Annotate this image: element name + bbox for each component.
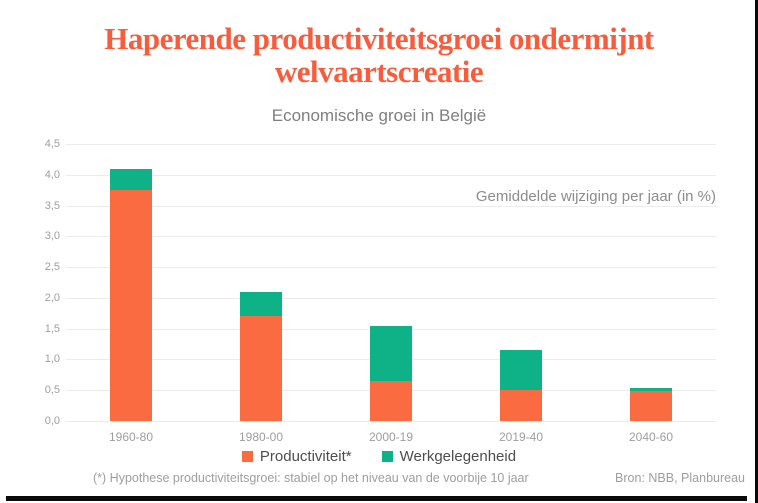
x-axis-label-1980-00: 1980-00 — [238, 430, 284, 444]
bar-segment-Werkgelegenheid-2040-60 — [630, 388, 672, 391]
y-axis-tick-label: 4,0 — [44, 168, 60, 181]
gridline-y-2,5 — [66, 267, 716, 269]
bar-segment-Productiviteit-2000-19 — [370, 381, 412, 421]
bar-segment-Productiviteit-2040-60 — [630, 390, 672, 421]
page-title-line2: welvaartscreatie — [274, 54, 484, 89]
legend-item-Productiviteit: Productiviteit* — [241, 448, 352, 465]
gridline-y-3,5 — [66, 205, 716, 207]
bar-group-2040-60 — [630, 144, 672, 421]
x-axis-label-2000-19: 2000-19 — [368, 430, 414, 444]
legend-swatch-icon — [381, 451, 393, 462]
gridline-y-0,0 — [66, 421, 716, 422]
x-axis-label-1960-80: 1960-80 — [108, 430, 154, 444]
screenshot-right-edge-line — [755, 0, 758, 503]
gridline-y-3,0 — [66, 236, 716, 238]
chart-subtitle: Economische groei in België — [271, 106, 487, 125]
y-axis-tick-label: 1,5 — [44, 322, 60, 335]
page-title: Haperende productiviteitsgroei ondermijn… — [0, 22, 758, 88]
page-title-line1: Haperende productiviteitsgroei ondermijn… — [104, 21, 654, 56]
gridline-y-2,0 — [66, 297, 716, 299]
legend-item-Werkgelegenheid: Werkgelegenheid — [381, 448, 517, 465]
y-axis-tick-label: 2,0 — [44, 291, 60, 304]
bar-group-2000-19 — [370, 144, 412, 421]
bar-group-1960-80 — [110, 144, 152, 421]
chart-legend: Productiviteit* Werkgelegenheid — [0, 448, 758, 465]
y-axis-tick-label: 0,5 — [44, 384, 60, 397]
gridline-y-4,0 — [66, 174, 716, 176]
x-axis-label-2019-40: 2019-40 — [498, 430, 544, 444]
bar-segment-Productiviteit-2019-40 — [500, 390, 542, 421]
bar-segment-Productiviteit-1960-80 — [110, 190, 152, 421]
bar-segment-Werkgelegenheid-2019-40 — [500, 350, 542, 391]
y-axis-tick-label: 4,5 — [44, 138, 60, 150]
y-axis-tick-label: 0,0 — [44, 415, 60, 427]
screenshot-bottom-edge-line — [6, 496, 747, 501]
chart-annotation: Gemiddelde wijziging per jaar (in %) — [475, 188, 716, 205]
bar-group-2019-40 — [500, 144, 542, 421]
legend-label: Werkgelegenheid — [399, 448, 517, 465]
bar-group-1980-00 — [240, 144, 282, 421]
y-axis-tick-label: 3,5 — [44, 199, 60, 212]
chart-footnote: (*) Hypothese productiviteitsgroei: stab… — [93, 471, 529, 485]
y-axis-tick-label: 3,0 — [44, 230, 60, 243]
bar-segment-Werkgelegenheid-1960-80 — [110, 168, 152, 191]
legend-label: Productiviteit* — [259, 448, 352, 465]
bar-segment-Productiviteit-1980-00 — [240, 316, 282, 421]
y-axis-tick-label: 2,5 — [44, 261, 60, 274]
x-axis-label-2040-60: 2040-60 — [628, 430, 674, 444]
bar-segment-Werkgelegenheid-1980-00 — [240, 291, 282, 317]
bar-segment-Werkgelegenheid-2000-19 — [370, 325, 412, 381]
legend-swatch-icon — [241, 451, 253, 462]
chart-source: Bron: NBB, Planbureau — [615, 471, 745, 485]
gridline-y-4,5 — [66, 144, 716, 145]
y-axis-tick-label: 1,0 — [44, 353, 60, 366]
